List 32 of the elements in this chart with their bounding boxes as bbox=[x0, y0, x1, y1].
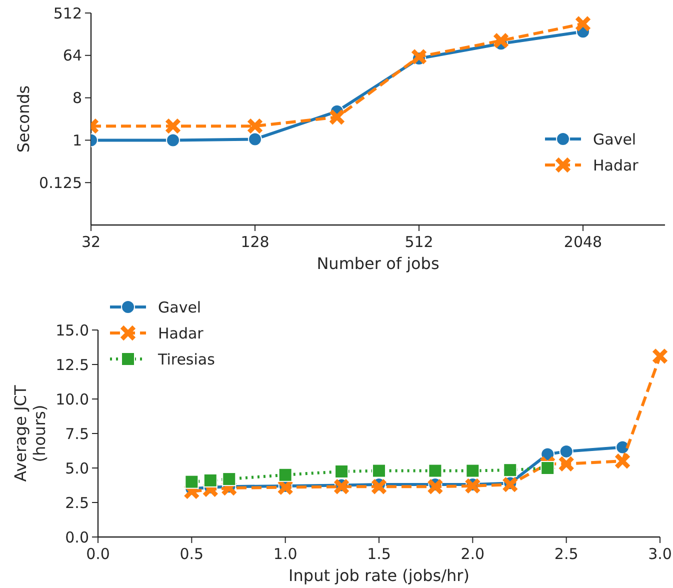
legend-label: Hadar bbox=[158, 324, 204, 342]
legend-label: Tiresias bbox=[157, 350, 216, 368]
x-tick-label: 3.0 bbox=[648, 545, 672, 563]
x-tick-label: 2.0 bbox=[460, 545, 485, 563]
x-tick-label: 1.0 bbox=[273, 545, 298, 563]
x-tick-label: 512 bbox=[404, 233, 434, 251]
y-axis-title: Seconds bbox=[14, 85, 33, 153]
y-tick-label: 512 bbox=[53, 4, 82, 22]
x-tick-label: 1.5 bbox=[367, 545, 391, 563]
legend-label: Gavel bbox=[593, 130, 636, 148]
y-tick-label: 1 bbox=[72, 131, 82, 150]
y-tick-label: 15.0 bbox=[56, 321, 89, 340]
x-tick-label: 128 bbox=[240, 233, 270, 251]
y-tick-label: 64 bbox=[62, 46, 82, 65]
x-tick-label: 0.0 bbox=[86, 545, 110, 563]
y-tick-label: 5.0 bbox=[65, 459, 89, 478]
y-tick-label: 0.125 bbox=[39, 174, 82, 192]
x-axis-title: Number of jobs bbox=[316, 254, 440, 273]
x-tick-label: 0.5 bbox=[180, 545, 204, 563]
legend-label: Hadar bbox=[593, 156, 640, 174]
x-tick-label: 32 bbox=[81, 233, 101, 251]
x-tick-label: 2048 bbox=[564, 233, 602, 251]
y-axis-title: Average JCT (hours) bbox=[11, 385, 49, 482]
y-tick-label: 12.5 bbox=[56, 356, 89, 374]
y-tick-label: 10.0 bbox=[56, 390, 89, 408]
y-tick-label: 8 bbox=[72, 89, 82, 108]
legend-label: Gavel bbox=[158, 298, 202, 316]
x-tick-label: 2.5 bbox=[554, 545, 578, 563]
y-tick-label: 0.0 bbox=[65, 528, 89, 546]
x-axis-title: Input job rate (jobs/hr) bbox=[288, 566, 470, 585]
y-tick-label: 2.5 bbox=[65, 494, 89, 512]
y-tick-label: 7.5 bbox=[65, 424, 89, 443]
